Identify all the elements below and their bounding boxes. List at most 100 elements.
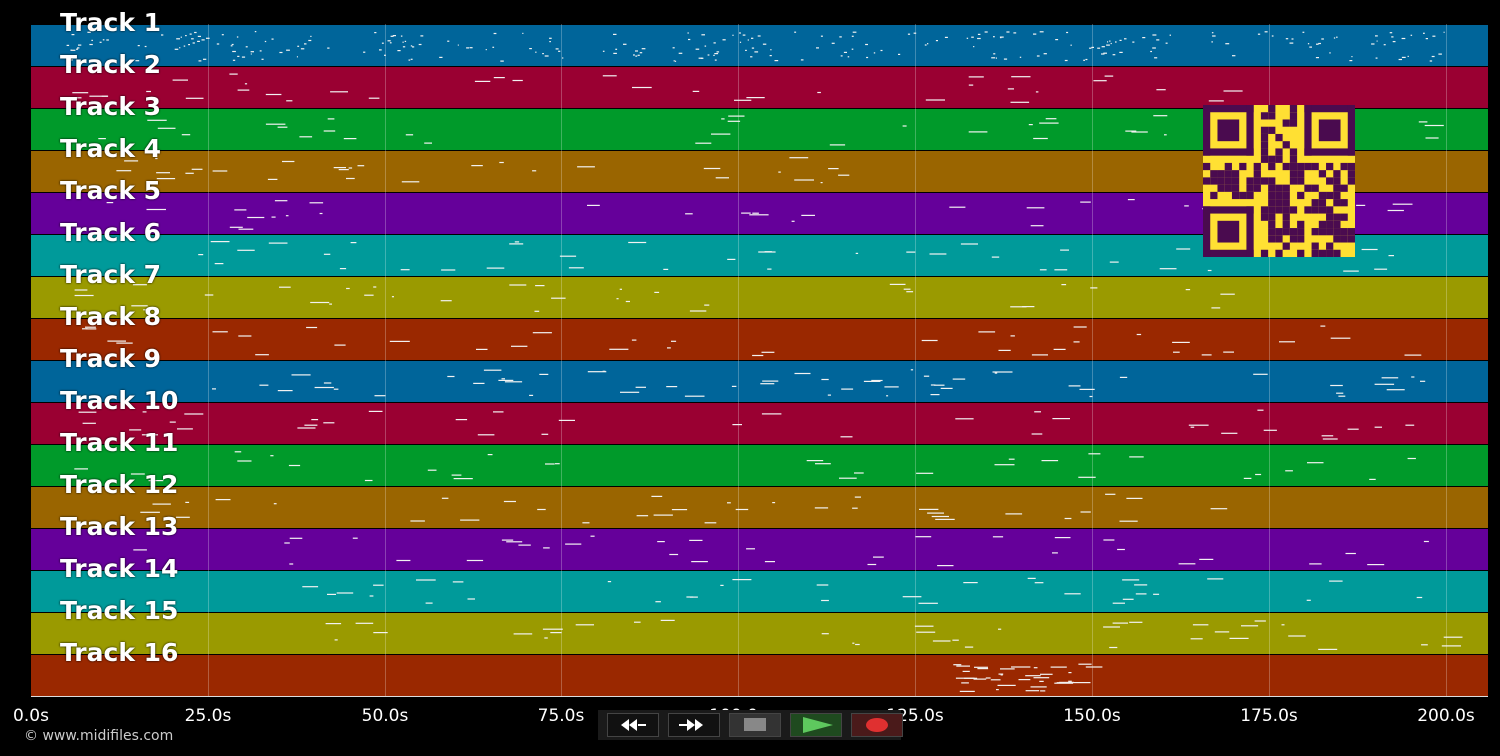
midi-note xyxy=(1110,42,1112,45)
midi-note xyxy=(1090,287,1098,289)
midi-note xyxy=(102,39,105,41)
midi-note xyxy=(373,632,388,634)
midi-note xyxy=(1026,207,1045,209)
midi-note xyxy=(1431,55,1435,58)
midi-note xyxy=(1389,32,1393,34)
midi-note xyxy=(1010,101,1030,103)
midi-note xyxy=(732,34,734,36)
midi-note xyxy=(1349,60,1353,62)
midi-note xyxy=(1007,88,1014,90)
midi-note xyxy=(140,511,160,513)
midi-note xyxy=(1093,80,1107,82)
midi-note xyxy=(1156,89,1166,91)
midi-note xyxy=(1136,333,1142,336)
midi-note xyxy=(314,386,334,389)
midi-note xyxy=(1404,354,1422,356)
midi-note xyxy=(971,36,974,38)
midi-note xyxy=(1285,470,1293,472)
track-lane xyxy=(31,529,1488,570)
grid-line xyxy=(915,24,916,696)
midi-note xyxy=(509,284,527,286)
midi-note xyxy=(1291,38,1294,40)
midi-note xyxy=(418,43,422,46)
midi-note xyxy=(1165,42,1168,44)
midi-note xyxy=(635,386,646,388)
midi-note xyxy=(410,520,425,522)
midi-note xyxy=(746,548,755,550)
midi-note xyxy=(1271,35,1274,37)
midi-note xyxy=(1321,38,1324,40)
midi-note xyxy=(309,202,324,204)
midi-note xyxy=(1223,90,1243,92)
midi-note xyxy=(212,388,216,390)
midi-note xyxy=(304,424,318,426)
tick-label: 200.0s xyxy=(1417,706,1475,726)
midi-note xyxy=(542,628,563,630)
midi-note xyxy=(286,49,290,51)
midi-note xyxy=(542,53,544,55)
midi-note xyxy=(396,559,411,562)
midi-note xyxy=(1315,57,1319,59)
midi-note xyxy=(558,419,575,421)
midi-note xyxy=(687,32,689,34)
rewind-button[interactable] xyxy=(607,713,659,737)
midi-note xyxy=(916,472,934,474)
midi-note xyxy=(698,57,703,59)
midi-note xyxy=(873,556,884,558)
midi-note xyxy=(754,51,759,53)
midi-note xyxy=(549,37,552,39)
midi-note xyxy=(1043,53,1047,55)
midi-note xyxy=(74,289,88,291)
stop-button[interactable] xyxy=(729,713,781,737)
midi-note xyxy=(801,214,815,216)
midi-note xyxy=(968,84,974,86)
midi-note xyxy=(1375,35,1378,37)
midi-note xyxy=(1080,201,1091,203)
midi-note xyxy=(916,631,936,633)
midi-note xyxy=(1425,38,1428,40)
midi-note xyxy=(381,42,384,44)
track-label: Track 15 xyxy=(60,596,179,625)
midi-note xyxy=(762,380,779,382)
midi-note xyxy=(184,413,204,415)
midi-note xyxy=(289,563,294,565)
midi-note xyxy=(997,684,1016,686)
midi-note xyxy=(416,579,436,581)
midi-note xyxy=(1208,100,1224,102)
midi-note xyxy=(116,170,132,172)
record-button[interactable] xyxy=(851,713,903,737)
tick-label: 150.0s xyxy=(1063,706,1121,726)
midi-note xyxy=(513,633,533,635)
track-lane xyxy=(31,655,1488,696)
midi-note xyxy=(963,582,978,584)
midi-note xyxy=(1392,41,1396,43)
midi-note xyxy=(855,643,860,646)
midi-note xyxy=(501,539,514,541)
midi-note xyxy=(509,243,524,245)
fast-forward-button[interactable] xyxy=(668,713,720,737)
midi-note xyxy=(1103,52,1107,54)
midi-note xyxy=(714,59,717,61)
track-label: Track 6 xyxy=(60,218,162,247)
midi-note xyxy=(625,300,630,303)
midi-note xyxy=(1423,540,1429,543)
midi-note xyxy=(1351,56,1353,58)
midi-note xyxy=(1050,666,1067,668)
midi-note xyxy=(734,99,752,101)
midi-note xyxy=(671,509,688,511)
midi-note xyxy=(265,93,282,96)
midi-note xyxy=(761,351,775,353)
midi-note xyxy=(960,243,978,245)
midi-note xyxy=(206,37,210,39)
midi-note xyxy=(1443,31,1445,33)
midi-note xyxy=(255,354,269,356)
tick-label: 25.0s xyxy=(184,706,232,726)
midi-note xyxy=(1221,432,1238,434)
play-button[interactable] xyxy=(790,713,842,737)
midi-note xyxy=(1211,41,1213,43)
midi-note xyxy=(555,463,560,465)
midi-note xyxy=(1080,511,1091,513)
midi-note xyxy=(455,419,468,421)
midi-note xyxy=(991,256,1000,258)
